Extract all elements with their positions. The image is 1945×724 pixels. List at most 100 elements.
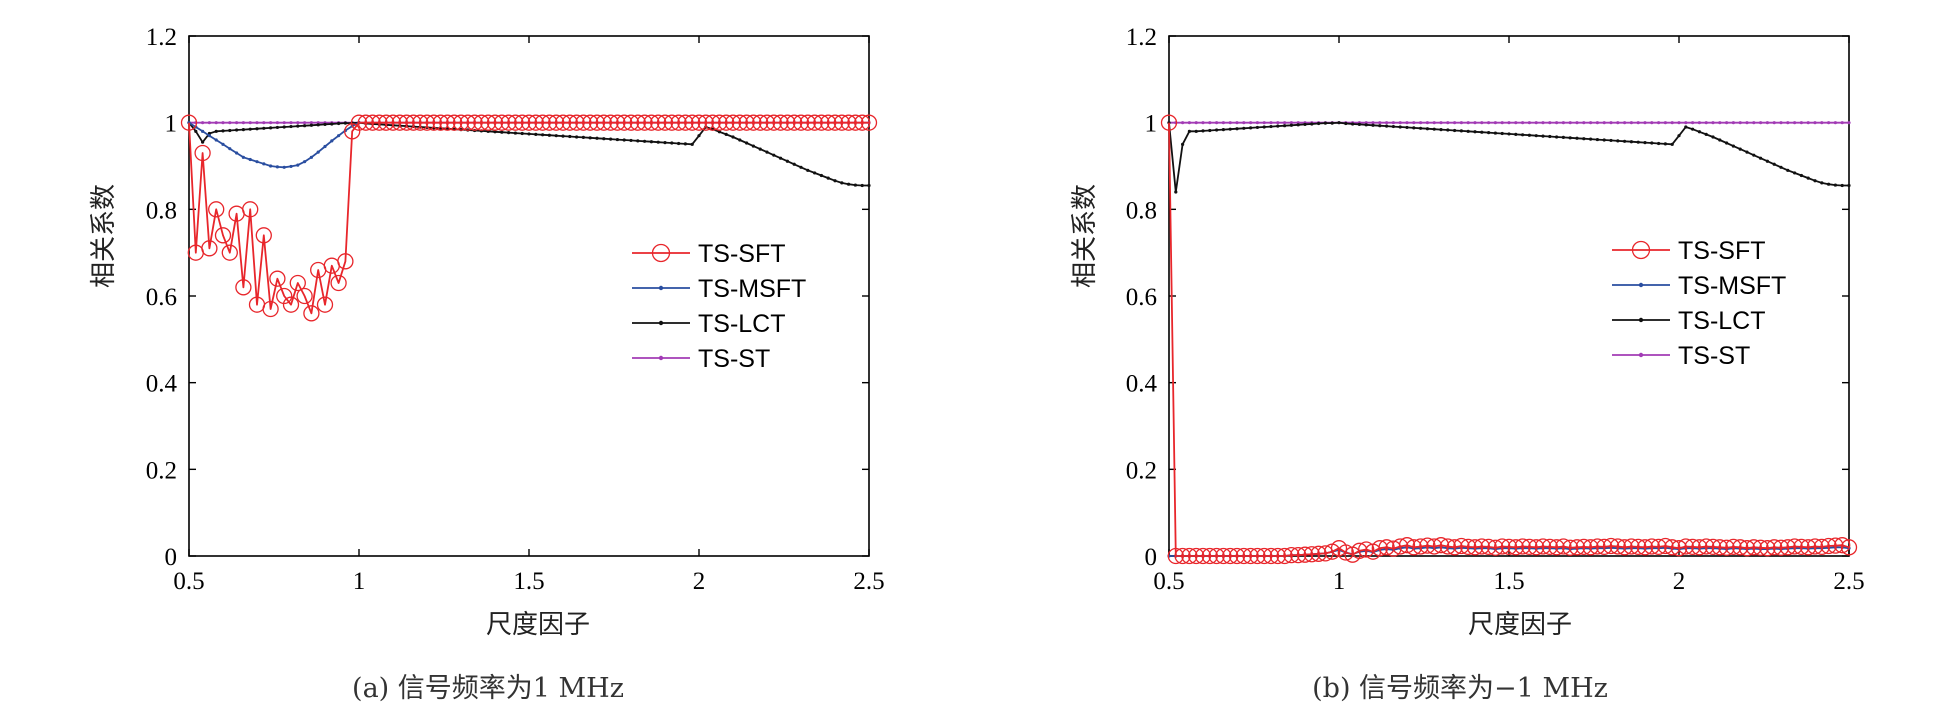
data-point <box>391 114 408 131</box>
data-point <box>1813 538 1830 556</box>
data-point <box>275 165 279 169</box>
data-point <box>1459 121 1463 125</box>
data-point <box>820 114 837 131</box>
data-point <box>806 168 810 172</box>
data-point <box>208 201 225 218</box>
data-point <box>643 114 660 131</box>
data-point <box>1759 156 1763 160</box>
data-point <box>1704 132 1708 136</box>
data-point <box>541 133 545 137</box>
data-point <box>1589 121 1593 125</box>
data-point <box>1732 539 1749 556</box>
data-point <box>1562 539 1579 556</box>
data-point <box>1759 121 1763 125</box>
data-point <box>1813 179 1817 183</box>
data-point <box>711 114 728 131</box>
data-point <box>684 114 701 131</box>
x-tick-label: 1 <box>1333 568 1346 595</box>
x-tick-label: 1 <box>353 568 366 595</box>
data-point <box>513 131 518 135</box>
data-point <box>1439 128 1443 132</box>
data-point <box>316 150 320 154</box>
data-point <box>1650 141 1654 145</box>
data-point <box>1766 539 1783 556</box>
data-point <box>1249 547 1266 565</box>
data-point <box>1596 538 1613 556</box>
data-point <box>1677 121 1681 125</box>
y-tick-label: 1 <box>1145 111 1158 138</box>
data-point <box>1704 538 1722 556</box>
data-point <box>1589 538 1606 555</box>
data-point <box>466 114 483 131</box>
data-point <box>303 121 307 125</box>
data-point <box>1289 121 1293 125</box>
legend-swatch-marker <box>658 285 664 291</box>
data-point <box>1419 537 1436 554</box>
data-point <box>813 114 830 131</box>
data-point <box>1371 540 1388 557</box>
data-point <box>1521 538 1538 556</box>
data-point <box>738 114 755 131</box>
data-point <box>745 141 749 145</box>
data-point <box>1500 538 1518 556</box>
series-line <box>188 121 869 315</box>
data-point <box>275 121 279 125</box>
data-point <box>765 114 782 131</box>
data-point <box>1398 125 1402 129</box>
y-axis-title: 相关系数 <box>1070 184 1100 288</box>
data-point <box>1459 129 1463 133</box>
legend: TS-SFT TS-MSFT TS-LCT TS-ST <box>1612 237 1786 370</box>
data-point <box>343 121 347 125</box>
data-point <box>1806 176 1810 180</box>
data-point <box>207 121 211 125</box>
data-point <box>1460 538 1477 556</box>
data-point <box>1412 121 1416 125</box>
data-point <box>1534 121 1538 125</box>
data-point <box>1378 539 1395 556</box>
x-tick-label: 2 <box>1673 568 1686 595</box>
data-point <box>867 183 871 188</box>
data-point <box>1595 137 1599 142</box>
data-point <box>1697 121 1701 125</box>
data-point <box>1215 547 1232 565</box>
x-tick-label: 1.5 <box>513 568 544 595</box>
data-point <box>1194 121 1198 125</box>
legend-swatch-marker <box>658 355 664 361</box>
data-point <box>1623 121 1627 125</box>
data-point <box>1521 133 1525 137</box>
data-point <box>779 114 796 131</box>
data-point <box>677 141 681 146</box>
data-point <box>201 129 205 133</box>
data-point <box>1752 121 1756 125</box>
data-point <box>480 114 497 131</box>
legend-label: TS-LCT <box>1678 307 1766 335</box>
data-point <box>1786 538 1803 555</box>
data-point <box>1799 173 1803 178</box>
data-point <box>683 142 688 146</box>
data-point <box>1466 121 1470 125</box>
data-point <box>847 182 851 186</box>
data-point <box>1473 538 1490 555</box>
data-point <box>350 114 368 131</box>
data-point <box>1276 547 1293 565</box>
data-point <box>1847 183 1851 188</box>
data-point <box>1249 121 1253 125</box>
data-point <box>670 114 687 131</box>
data-point <box>833 179 837 183</box>
data-point <box>697 114 714 131</box>
data-point <box>1779 165 1783 169</box>
data-point <box>1439 121 1443 125</box>
data-point <box>330 139 334 143</box>
series-line <box>1168 122 1850 557</box>
data-point <box>1833 121 1837 125</box>
data-point <box>1840 183 1844 188</box>
data-point <box>378 114 395 131</box>
data-point <box>826 114 844 131</box>
data-point <box>1242 126 1246 130</box>
data-point <box>650 114 667 131</box>
data-point <box>1718 138 1722 142</box>
legend-label: TS-ST <box>698 345 770 373</box>
data-point <box>724 114 742 131</box>
legend-label: TS-MSFT <box>1678 272 1786 300</box>
data-point <box>1521 121 1525 125</box>
